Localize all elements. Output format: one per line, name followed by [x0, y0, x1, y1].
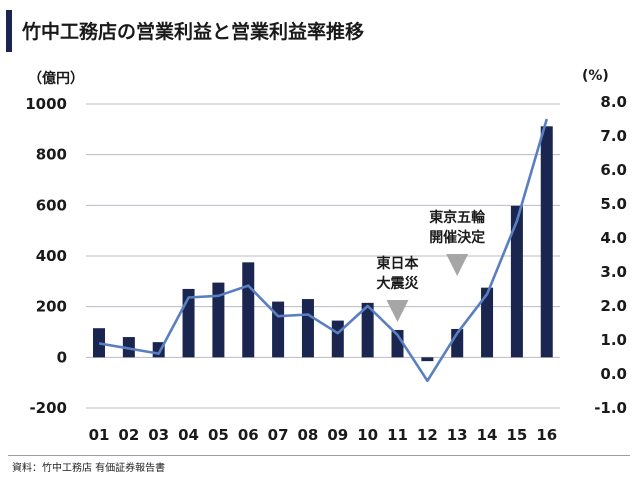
left-axis-tick-label: 200	[36, 298, 67, 316]
chart-bar	[272, 301, 285, 358]
right-axis-tick-label: 5.0	[600, 195, 627, 213]
x-axis-tick-label: 10	[357, 426, 378, 444]
annotation-label: 大震災	[377, 275, 420, 292]
right-axis-tick-label: 4.0	[600, 229, 627, 247]
chart-bar	[421, 357, 434, 362]
chart-series-line	[98, 118, 549, 383]
chart-bar	[540, 126, 553, 358]
x-axis-tick-label: 15	[506, 426, 527, 444]
chart-bar	[301, 299, 314, 358]
left-axis-tick-label: 0	[57, 348, 67, 366]
left-axis-tick-label: 600	[36, 196, 67, 214]
source-note: 資料：竹中工務店 有価証券報告書	[12, 463, 166, 474]
x-axis-tick-label: 06	[238, 426, 259, 444]
x-axis-tick-label: 08	[298, 426, 319, 444]
chart-bar	[481, 287, 494, 358]
right-axis-tick-label: 7.0	[600, 127, 627, 145]
footer-divider	[8, 455, 630, 456]
chart-bar	[182, 288, 195, 358]
annotation-label: 東日本	[377, 255, 420, 272]
x-axis-tick-label: 07	[268, 426, 289, 444]
chart-bar	[361, 302, 374, 358]
x-axis-tick-label: 14	[477, 426, 498, 444]
left-axis-unit-label: （億円）	[28, 71, 84, 87]
x-axis-tick-label: 01	[89, 426, 110, 444]
chart-bar	[242, 262, 255, 358]
x-axis-tick-label: 02	[118, 426, 139, 444]
right-axis-tick-label: 6.0	[600, 161, 627, 179]
x-axis-tick-label: 16	[536, 426, 557, 444]
page-title: 竹中工務店の営業利益と営業利益率推移	[22, 21, 365, 43]
x-axis-tick-label: 05	[208, 426, 229, 444]
left-axis-tick-label: 1000	[25, 95, 67, 113]
left-axis-tick-label: -200	[29, 399, 67, 417]
x-axis-tick-label: 03	[148, 426, 169, 444]
right-axis-tick-label: -1.0	[594, 399, 627, 417]
right-axis-tick-label: 2.0	[600, 297, 627, 315]
annotation-label: 開催決定	[429, 229, 485, 246]
title-accent-bar	[6, 10, 12, 52]
x-axis-tick-label: 04	[178, 426, 199, 444]
left-axis-tick-label: 800	[36, 146, 67, 164]
right-axis-tick-label: 0.0	[600, 365, 627, 383]
annotation-marker-triangle	[386, 300, 409, 322]
right-axis-tick-label: 8.0	[600, 93, 627, 111]
right-axis-tick-label: 1.0	[600, 331, 627, 349]
x-axis-tick-label: 11	[387, 426, 408, 444]
chart-bar	[331, 320, 344, 358]
x-axis-tick-label: 09	[327, 426, 348, 444]
left-axis-tick-label: 400	[36, 247, 67, 265]
right-axis-unit-label: (%)	[582, 68, 609, 84]
annotation-marker-triangle	[446, 254, 469, 276]
annotation-label: 東京五輪	[429, 209, 486, 226]
x-axis-tick-label: 12	[417, 426, 438, 444]
chart-bar	[93, 328, 105, 358]
chart-bar	[391, 329, 404, 358]
chart-bar	[212, 282, 225, 358]
chart-bar	[510, 205, 523, 358]
right-axis-tick-label: 3.0	[600, 263, 627, 281]
x-axis-tick-label: 13	[447, 426, 468, 444]
